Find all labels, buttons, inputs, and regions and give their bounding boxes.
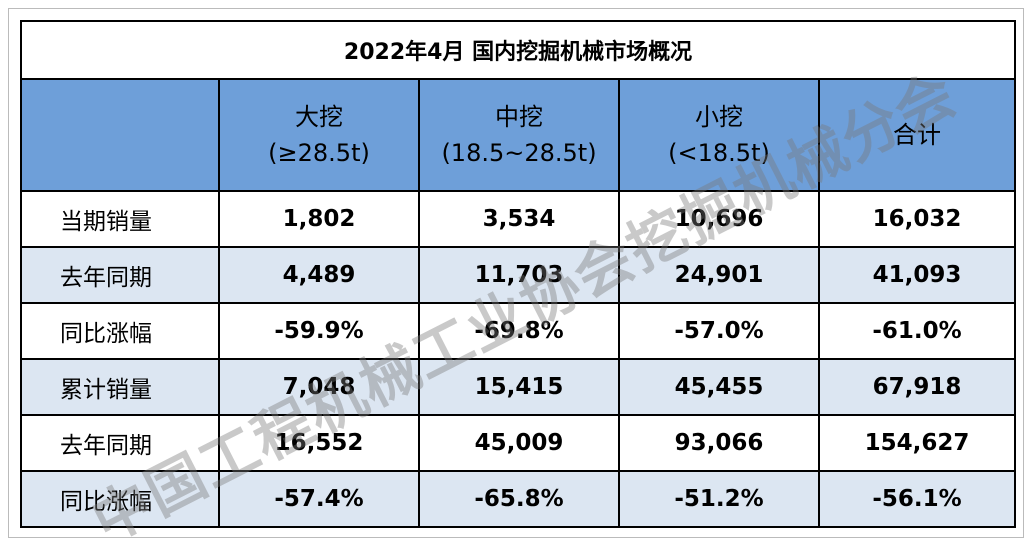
table-body: 2022年4月 国内挖掘机械市场概况 大挖 (≥28.5t) 中挖 (18.5~28.… [19,20,1017,528]
header-name: 大挖 [295,103,343,131]
header-cell: 合计 [817,78,1017,192]
value-cell: -59.9% [218,302,420,360]
value-cell: -57.4% [218,470,420,528]
row-label: 同比涨幅 [20,470,220,528]
row-label: 当期销量 [20,190,220,248]
header-spec: (<18.5t) [668,139,770,167]
data-row: 去年同期 4,489 11,703 24,901 41,093 [20,246,1017,304]
value-cell: 16,552 [218,414,420,472]
header-spec: (18.5~28.5t) [441,139,597,167]
data-row: 去年同期 16,552 45,009 93,066 154,627 [20,414,1017,472]
table-title: 2022年4月 国内挖掘机械市场概况 [19,20,1017,80]
value-cell: 67,918 [817,358,1017,416]
market-table: 2022年4月 国内挖掘机械市场概况 大挖 (≥28.5t) 中挖 (18.5~28.… [19,20,1017,528]
header-name: 合计 [893,121,942,149]
value-cell: 11,703 [418,246,620,304]
value-cell: 4,489 [218,246,420,304]
value-cell: -61.0% [817,302,1017,360]
header-spec: (≥28.5t) [268,139,370,167]
value-cell: 154,627 [817,414,1017,472]
row-label: 累计销量 [20,358,220,416]
value-cell: 41,093 [817,246,1017,304]
corner-cell [20,78,220,192]
value-cell: -57.0% [618,302,820,360]
data-row: 同比涨幅 -57.4% -65.8% -51.2% -56.1% [20,470,1017,528]
value-cell: 15,415 [418,358,620,416]
value-cell: 93,066 [618,414,820,472]
header-cell: 大挖 (≥28.5t) [218,78,420,192]
value-cell: 10,696 [618,190,820,248]
value-cell: 45,009 [418,414,620,472]
header-cell: 小挖 (<18.5t) [618,78,820,192]
header-name: 小挖 [695,103,743,131]
value-cell: -56.1% [817,470,1017,528]
value-cell: -51.2% [618,470,820,528]
header-cell: 中挖 (18.5~28.5t) [418,78,620,192]
row-label: 去年同期 [20,246,220,304]
row-label: 去年同期 [20,414,220,472]
value-cell: 24,901 [618,246,820,304]
data-row: 同比涨幅 -59.9% -69.8% -57.0% -61.0% [20,302,1017,360]
header-row: 大挖 (≥28.5t) 中挖 (18.5~28.5t) 小挖 (<18.5t) 合计 [20,78,1017,192]
header-name: 中挖 [495,103,543,131]
value-cell: -65.8% [418,470,620,528]
row-label: 同比涨幅 [20,302,220,360]
value-cell: -69.8% [418,302,620,360]
value-cell: 1,802 [218,190,420,248]
frame [8,8,1024,538]
value-cell: 3,534 [418,190,620,248]
value-cell: 7,048 [218,358,420,416]
value-cell: 16,032 [817,190,1017,248]
data-row: 当期销量 1,802 3,534 10,696 16,032 [20,190,1017,248]
value-cell: 45,455 [618,358,820,416]
data-row: 累计销量 7,048 15,415 45,455 67,918 [20,358,1017,416]
